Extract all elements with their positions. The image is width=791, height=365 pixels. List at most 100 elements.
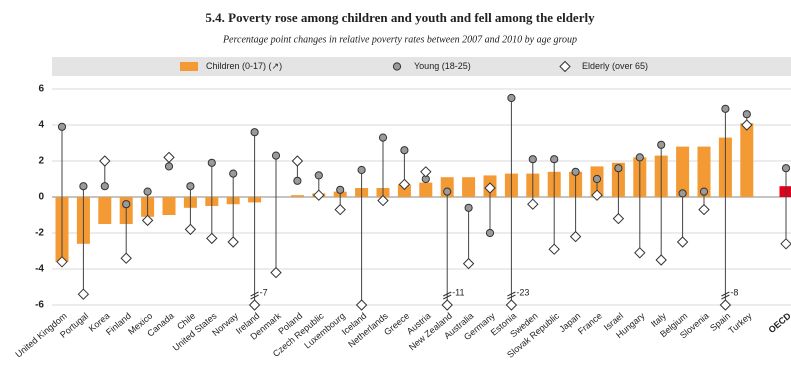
elderly-marker [505, 299, 518, 311]
young-marker [678, 189, 687, 198]
bar [98, 197, 112, 224]
young-marker [57, 122, 67, 131]
bar [397, 184, 411, 197]
axis-break [442, 291, 452, 300]
elderly-marker [569, 230, 582, 243]
young-marker [400, 146, 409, 155]
elderly-marker [377, 194, 389, 207]
elderly-marker [612, 212, 625, 225]
clipped-value-label: -7 [260, 287, 268, 297]
bar [779, 186, 791, 197]
elderly-marker [313, 189, 325, 201]
elderly-marker [163, 151, 175, 164]
elderly-marker [676, 236, 689, 248]
axis-break [507, 291, 516, 300]
young-marker [378, 133, 388, 142]
y-tick-label: 0 [38, 192, 44, 203]
elderly-marker [527, 198, 539, 210]
young-marker [781, 164, 791, 173]
young-marker [314, 171, 323, 180]
young-marker [100, 182, 109, 191]
y-tick-label: -6 [35, 300, 44, 311]
young-marker [207, 158, 216, 167]
elderly-marker [741, 119, 753, 131]
young-marker [271, 151, 281, 160]
young-marker [122, 200, 131, 209]
elderly-marker [120, 252, 132, 264]
chart-subtitle: Percentage point changes in relative pov… [222, 34, 577, 45]
y-tick-label: -2 [35, 228, 44, 239]
young-marker [464, 203, 473, 212]
x-tick-label: OECD [766, 310, 791, 335]
young-marker [79, 182, 88, 191]
young-marker [357, 165, 366, 175]
young-marker [550, 155, 559, 164]
young-marker [336, 185, 345, 194]
elderly-marker [655, 254, 667, 266]
young-marker [507, 93, 516, 103]
bar [676, 146, 690, 197]
legend-background [52, 57, 791, 76]
young-marker [571, 167, 580, 176]
young-marker [528, 155, 537, 164]
elderly-marker [719, 299, 732, 311]
elderly-marker [141, 214, 154, 227]
young-marker [143, 187, 152, 196]
elderly-marker [227, 236, 239, 248]
clipped-value-label: -23 [516, 287, 529, 297]
young-marker [742, 110, 751, 119]
legend-label: Young (18-25) [414, 61, 471, 71]
y-tick-label: -4 [35, 264, 44, 275]
young-marker [250, 128, 259, 137]
elderly-marker [462, 257, 475, 270]
elderly-marker [77, 288, 90, 300]
bar [290, 195, 304, 197]
bar [419, 182, 433, 197]
young-marker [592, 174, 602, 184]
young-marker [614, 164, 623, 173]
elderly-marker [334, 203, 346, 216]
elderly-marker [56, 256, 68, 268]
y-tick-label: 4 [38, 120, 44, 131]
elderly-marker [634, 247, 646, 259]
axis-break [250, 291, 259, 300]
elderly-marker [398, 178, 411, 191]
bar [462, 177, 476, 197]
young-marker [443, 187, 452, 196]
young-marker [699, 187, 709, 196]
bar [162, 197, 176, 215]
elderly-marker [184, 223, 197, 236]
elderly-marker [206, 232, 218, 245]
clipped-value-label: -8 [730, 287, 738, 297]
young-marker [657, 140, 666, 149]
x-tick-label: Turkey [726, 310, 754, 335]
clipped-value-label: -11 [452, 287, 464, 297]
elderly-marker [291, 155, 304, 167]
elderly-marker [420, 166, 432, 178]
elderly-marker [355, 299, 368, 311]
chart-title: 5.4. Poverty rose among children and you… [205, 10, 595, 25]
y-tick-label: 2 [38, 156, 44, 167]
elderly-marker [441, 299, 453, 311]
elderly-marker [248, 299, 261, 311]
legend-swatch [180, 62, 198, 71]
legend-swatch [392, 62, 402, 71]
y-tick-label: 6 [38, 84, 44, 95]
young-marker [293, 176, 302, 185]
elderly-marker [99, 155, 111, 167]
legend-swatch [559, 60, 571, 73]
elderly-marker [591, 189, 603, 201]
legend-label: Elderly (over 65) [582, 61, 648, 71]
axis-break [721, 291, 730, 300]
elderly-marker [270, 266, 282, 279]
young-marker [186, 182, 195, 191]
legend-label: Children (0-17) (↗) [206, 61, 282, 71]
elderly-marker [698, 203, 710, 216]
x-tick-label: France [576, 311, 604, 337]
elderly-marker [548, 243, 560, 255]
young-marker [721, 104, 730, 113]
elderly-marker [484, 182, 496, 194]
young-marker [635, 153, 644, 162]
elderly-marker [780, 238, 791, 250]
